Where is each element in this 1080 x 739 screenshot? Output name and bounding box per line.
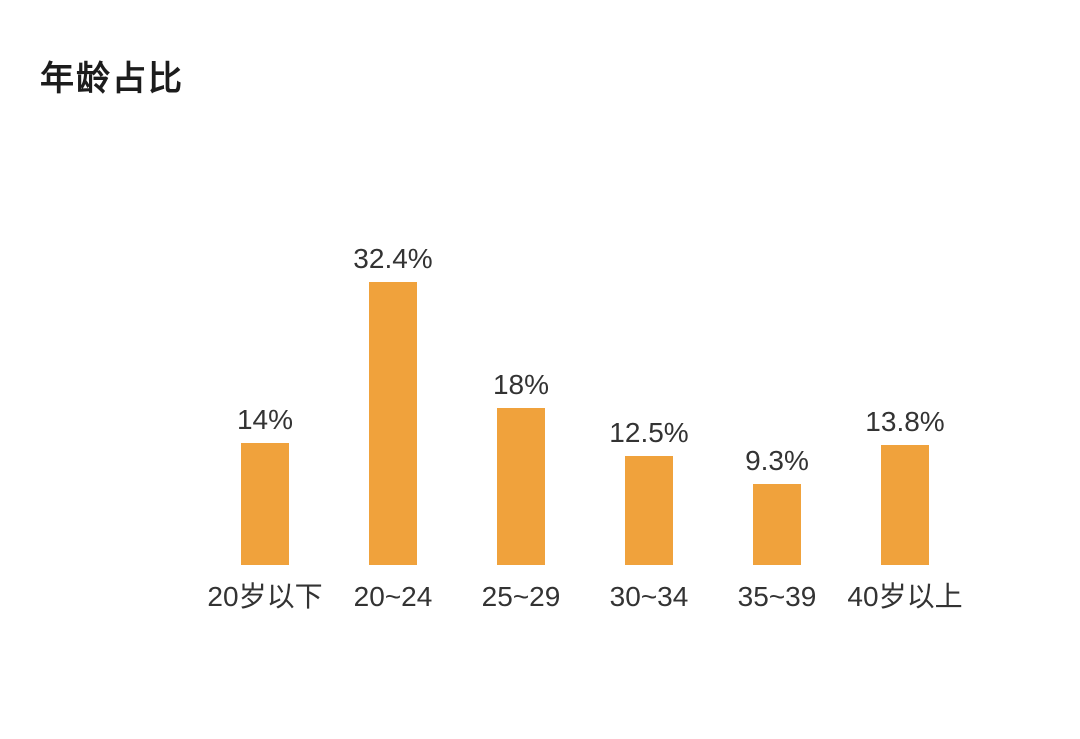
- bar: [240, 443, 289, 565]
- bar-area: 13.8%: [865, 240, 945, 565]
- bar-value-label: 12.5%: [609, 417, 689, 448]
- bar-value-label: 14%: [236, 404, 294, 435]
- category-label: 20岁以下: [207, 581, 323, 612]
- bar-group-25-29: 18% 25~29: [457, 240, 585, 614]
- bar-group-over-40: 13.8% 40岁以上: [841, 240, 969, 614]
- bar: [625, 456, 673, 565]
- bar-group-30-34: 12.5% 30~34: [585, 240, 713, 614]
- bar-area: 14%: [237, 240, 293, 565]
- category-label: 35~39: [737, 581, 817, 612]
- bar-value-label: 32.4%: [353, 243, 433, 274]
- bar-area: 18%: [493, 240, 549, 565]
- bar-area: 9.3%: [745, 240, 809, 565]
- bar: [369, 282, 417, 565]
- bar-chart: 14% 20岁以下 32.4% 20~24 18% 25~29 12.5%: [201, 240, 969, 614]
- chart-title: 年龄占比: [40, 60, 184, 98]
- bar-value-label: 13.8%: [865, 406, 945, 437]
- bar-group-20-24: 32.4% 20~24: [329, 240, 457, 614]
- bar-area: 12.5%: [609, 240, 689, 565]
- bar: [752, 484, 801, 565]
- bar-area: 32.4%: [353, 240, 433, 565]
- bar: [881, 445, 929, 565]
- bar-value-label: 18%: [492, 369, 550, 400]
- category-label: 30~34: [609, 581, 689, 612]
- bar-value-label: 9.3%: [745, 445, 809, 476]
- category-label: 40岁以上: [847, 581, 963, 612]
- bar-group-under-20: 14% 20岁以下: [201, 240, 329, 614]
- category-label: 25~29: [481, 581, 561, 612]
- bar: [496, 408, 545, 565]
- bar-group-35-39: 9.3% 35~39: [713, 240, 841, 614]
- category-label: 20~24: [353, 581, 433, 612]
